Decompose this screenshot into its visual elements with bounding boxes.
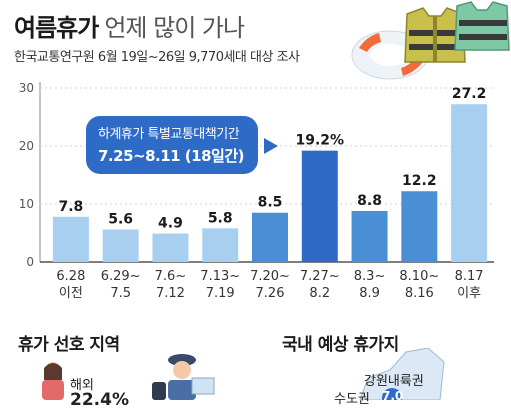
y-tick-label-3: 30 [19, 81, 34, 95]
page-subtitle: 한국교통연구원 6월 19일~26일 9,770세대 대상 조사 [14, 50, 300, 65]
x-tick-label-7-0: 8.10~ [399, 269, 439, 284]
korea-map-illustration [359, 348, 445, 400]
x-tick-label-7-1: 8.16 [405, 286, 434, 301]
special-traffic-period-callout [86, 116, 258, 174]
x-tick-label-8-0: 8.17 [455, 269, 484, 284]
x-tick-label-2-0: 7.6~ [155, 269, 187, 284]
value-label-4: 8.5 [258, 195, 283, 211]
value-label-0: 7.8 [58, 199, 83, 215]
x-tick-label-1-1: 7.5 [110, 286, 131, 301]
x-tick-label-5-1: 8.2 [309, 286, 330, 301]
gangwon-value: 7.0 [382, 389, 404, 403]
x-tick-label-6-1: 8.9 [359, 286, 380, 301]
preferred-region-title: 휴가 선호 지역 [18, 335, 120, 355]
y-tick-label-2: 20 [19, 139, 34, 153]
value-label-2: 4.9 [158, 216, 183, 232]
value-label-6: 8.8 [357, 193, 382, 209]
capital-region-label: 수도권 [334, 392, 370, 407]
title-bold: 여름휴가 [14, 14, 99, 42]
callout-period: 7.25~8.11 (18일간) [98, 147, 245, 165]
value-label-5: 19.2% [295, 133, 344, 149]
bar-2 [152, 233, 189, 262]
y-tick-label-1: 10 [19, 197, 34, 211]
callout-pointer [264, 138, 278, 154]
overseas-label: 해외 [70, 378, 94, 393]
x-tick-label-8-1: 이후 [457, 286, 481, 301]
life-vest-icon-2 [454, 1, 510, 51]
title-rest: 언제 많이 가나 [104, 14, 245, 42]
value-label-8: 27.2 [452, 86, 487, 102]
vacation-period-bar-chart: 0 10 20 30 7.8 6.28 이전 5.6 6.29~ 7.5 4.9 7.6~ 7.12 5.… [19, 81, 494, 301]
bar-1 [102, 229, 139, 262]
bar-0 [52, 216, 89, 262]
traveler-woman-illustration [42, 362, 64, 400]
callout-title: 하계휴가 특별교통대책기간 [98, 127, 240, 142]
overseas-value: 22.4% [70, 390, 129, 410]
bar-4 [252, 212, 288, 262]
bar-5 [301, 150, 338, 262]
gangwon-label: 강원내륙권 [364, 374, 424, 389]
value-label-1: 5.6 [108, 212, 133, 228]
bar-7 [401, 191, 438, 262]
swim-ring-and-life-vest-illustration [351, 1, 510, 80]
x-tick-label-2-1: 7.12 [156, 286, 185, 301]
traveler-man-with-map-illustration [152, 354, 215, 400]
y-tick-label-0: 0 [26, 255, 34, 269]
x-tick-label-3-0: 7.13~ [200, 269, 240, 284]
x-tick-label-4-1: 7.26 [256, 286, 285, 301]
x-tick-label-5-0: 7.27~ [300, 269, 340, 284]
life-vest-icon [404, 7, 466, 63]
x-tick-label-0-0: 6.28 [56, 269, 85, 284]
domestic-destination-title: 국내 예상 휴가지 [282, 335, 399, 355]
bar-6 [351, 210, 388, 262]
x-tick-label-3-1: 7.19 [206, 286, 235, 301]
value-label-7: 12.2 [402, 173, 437, 189]
bar-3 [202, 228, 239, 262]
x-tick-label-0-1: 이전 [59, 286, 83, 301]
x-tick-label-6-0: 8.3~ [354, 269, 386, 284]
bar-8 [451, 104, 488, 263]
x-tick-label-4-0: 7.20~ [250, 269, 290, 284]
value-label-3: 5.8 [208, 210, 233, 226]
page-title: 여름휴가 언제 많이 가나 [14, 8, 245, 43]
x-tick-label-1-0: 6.29~ [101, 269, 141, 284]
